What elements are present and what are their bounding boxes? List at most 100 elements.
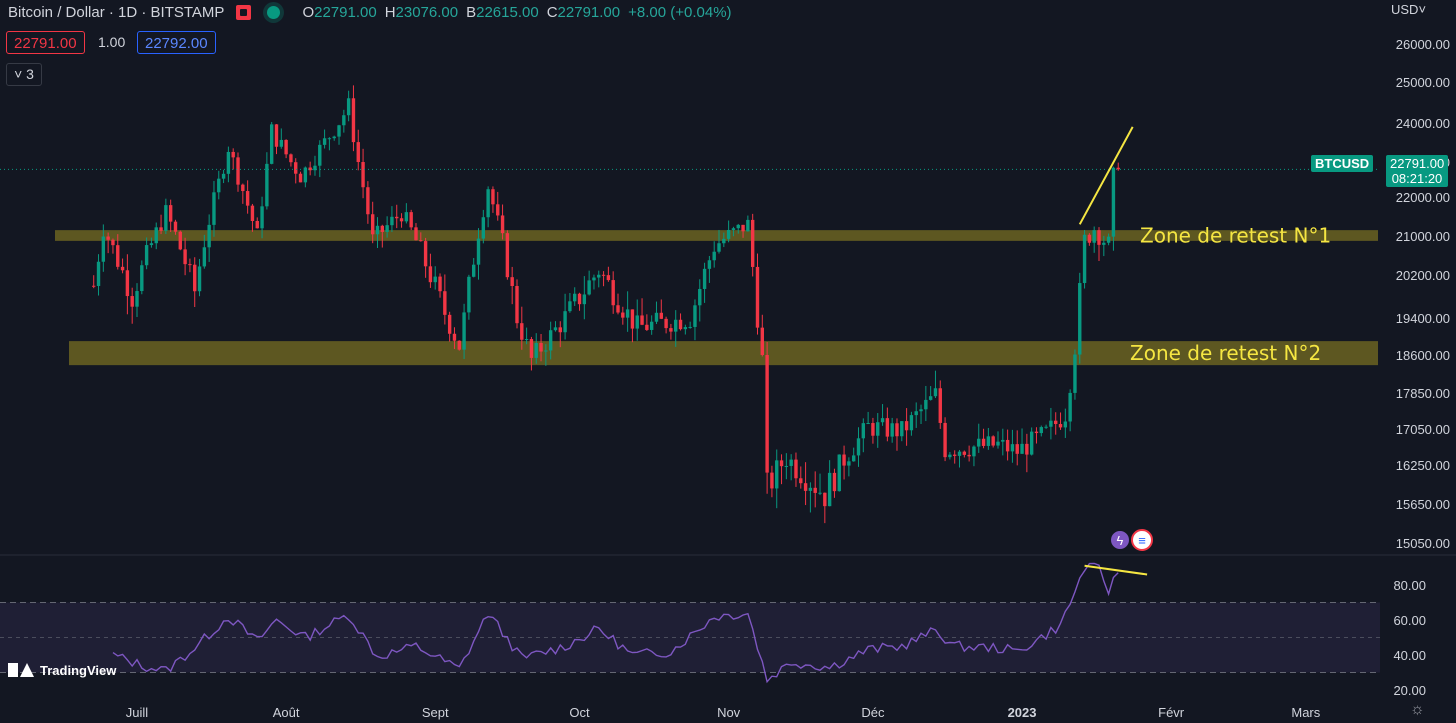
candle — [851, 455, 856, 462]
candle — [919, 409, 923, 412]
candle — [231, 151, 235, 158]
buy-button[interactable]: 22792.00 — [137, 31, 216, 54]
change-value: +8.00 (+0.04%) — [628, 4, 732, 21]
last-price-value: 22791.00 — [1390, 156, 1445, 171]
candle — [1087, 234, 1092, 243]
candle — [342, 115, 346, 126]
candle — [269, 124, 274, 164]
candle — [1049, 420, 1053, 427]
candle — [621, 312, 625, 318]
candle — [972, 446, 976, 457]
sell-button[interactable]: 22791.00 — [6, 31, 85, 54]
time-axis-label: Févr — [1158, 705, 1185, 720]
candle — [250, 205, 255, 222]
candle — [173, 221, 178, 232]
candle — [423, 241, 428, 267]
candle — [573, 293, 577, 302]
candle — [794, 459, 798, 479]
indicators-collapse-button[interactable]: ˅ 3 — [6, 63, 42, 86]
candle — [1015, 444, 1019, 454]
candle — [674, 319, 678, 332]
candle — [1097, 230, 1101, 245]
retest-zone — [69, 341, 1378, 366]
candle — [419, 240, 423, 242]
low-label: B — [466, 4, 477, 21]
candle — [1116, 167, 1120, 170]
candle — [1068, 392, 1072, 422]
candle — [481, 217, 486, 239]
price-trendline — [1078, 126, 1134, 225]
candle — [847, 461, 851, 466]
candle — [611, 280, 615, 306]
candle — [558, 327, 562, 333]
candle — [635, 315, 639, 329]
price-tick-label: 16250.00 — [1396, 458, 1450, 473]
candle — [399, 218, 404, 222]
candle — [168, 205, 173, 222]
candle — [1039, 427, 1043, 434]
candle — [510, 277, 514, 287]
close-value: 22791.00 — [557, 4, 621, 21]
candle — [496, 204, 500, 216]
candle — [568, 301, 572, 312]
candle — [967, 454, 971, 457]
candle — [433, 276, 437, 283]
price-tick-label: 17850.00 — [1396, 386, 1450, 401]
candle — [986, 436, 991, 446]
candle — [1102, 242, 1106, 245]
candle — [640, 315, 644, 325]
candle — [154, 227, 158, 244]
candle — [832, 472, 837, 492]
candle — [395, 216, 399, 219]
high-value: 23076.00 — [395, 4, 459, 21]
candle — [101, 236, 106, 262]
candle — [789, 459, 793, 466]
settings-gear-icon[interactable]: ☼ — [1410, 701, 1425, 718]
us-flag-icon[interactable]: ≡ — [1131, 529, 1153, 551]
close-label: C — [546, 4, 558, 21]
candle — [193, 264, 197, 292]
candle — [823, 492, 827, 507]
chart-header: Bitcoin / Dollar · 1D · BITSTAMP O 22791… — [8, 4, 740, 21]
candle — [178, 231, 182, 250]
candle — [996, 441, 1000, 446]
candle — [327, 138, 332, 140]
candle — [217, 178, 221, 193]
currency-selector[interactable]: USD˅ — [1391, 2, 1427, 17]
candle — [943, 422, 947, 458]
candle — [630, 309, 635, 329]
candle — [289, 154, 293, 163]
candle — [813, 487, 817, 493]
candle — [698, 288, 702, 306]
candle — [130, 296, 134, 307]
symbol-tag: BTCUSD — [1311, 155, 1374, 172]
candle — [443, 291, 447, 315]
candle — [659, 312, 663, 319]
rsi-trendline — [1084, 564, 1148, 576]
candle — [298, 173, 303, 183]
rsi-tick-label: 40.00 — [1393, 648, 1426, 663]
price-tick-label: 19400.00 — [1396, 311, 1450, 326]
candle — [404, 212, 409, 222]
symbol-title[interactable]: Bitcoin / Dollar · 1D · BITSTAMP — [8, 4, 225, 21]
candle — [486, 189, 490, 218]
candle — [755, 266, 760, 328]
candle — [491, 189, 495, 205]
candle — [1005, 439, 1010, 452]
candle — [106, 236, 110, 240]
candle — [592, 277, 596, 281]
candle — [654, 312, 659, 322]
candle — [366, 187, 370, 215]
time-axis-label: Août — [273, 705, 300, 720]
event-icon[interactable]: ϟ — [1109, 529, 1131, 551]
candle — [702, 268, 707, 289]
candle — [808, 487, 813, 491]
candle — [125, 270, 130, 297]
candle — [856, 438, 861, 456]
candle — [880, 418, 885, 423]
candle — [1092, 230, 1096, 243]
candle — [799, 478, 803, 484]
candle — [457, 340, 461, 350]
candle — [1058, 424, 1063, 428]
